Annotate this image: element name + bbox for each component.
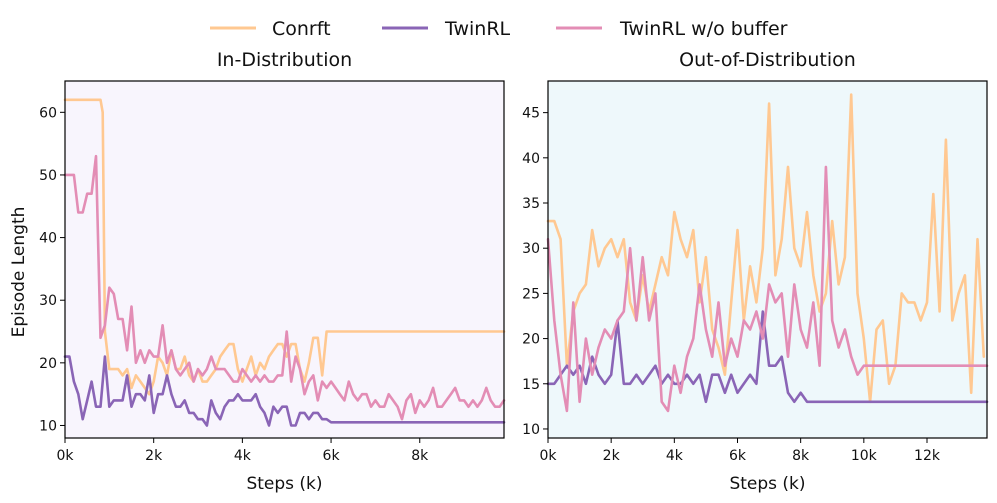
legend-label-twinrl-wo-buffer: TwinRL w/o buffer (619, 18, 788, 40)
panel-title-out-of-distribution: Out-of-Distribution (679, 49, 856, 71)
y-axis-label: Episode Length (9, 207, 29, 338)
x-tick-label: 0k (539, 448, 557, 464)
y-tick-label: 45 (522, 106, 540, 122)
x-tick-label: 4k (666, 448, 684, 464)
plot-frame-in-distribution (64, 80, 505, 439)
series-line-twinrl-w-o-buffer-in-distribution (63, 154, 506, 421)
x-axis-label-in-distribution: Steps (k) (246, 474, 322, 494)
x-tick-label: 2k (603, 448, 621, 464)
x-tick-label: 8k (411, 448, 429, 464)
panel-in-distribution: 0k 2k 4k 6k 8k 10 20 30 40 50 60 In-Distribution S… (39, 49, 506, 494)
x-tick-label: 2k (145, 448, 163, 464)
x-tick-label: 0k (56, 448, 74, 464)
y-tick-label: 20 (39, 356, 57, 372)
plot-frame-out-of-distribution (547, 80, 988, 439)
legend-label-twinrl: TwinRL (444, 18, 511, 40)
panel-out-of-distribution: 0k 2k 4k 6k 8k 10k 12k 10 15 20 25 30 35 40 45 Out-of-… (522, 49, 989, 494)
y-tick-label: 15 (522, 377, 540, 393)
y-tick-label: 40 (522, 151, 540, 167)
x-tick-label: 10k (851, 448, 878, 464)
legend: Conrft TwinRL TwinRL w/o buffer (210, 18, 788, 40)
x-tick-label: 12k (914, 448, 941, 464)
x-tick-label: 8k (792, 448, 810, 464)
y-tick-label: 60 (39, 105, 57, 121)
y-tick-label: 25 (522, 286, 540, 302)
series-line-twinrl-w-o-buffer-out-of-distribution (546, 165, 989, 413)
x-tick-label: 4k (234, 448, 252, 464)
series-line-conrft-out-of-distribution (546, 93, 986, 404)
x-axis-label-out-of-distribution: Steps (k) (729, 474, 805, 494)
series-line-twinrl-in-distribution (63, 355, 506, 427)
y-tick-label: 20 (522, 332, 540, 348)
x-tick-label: 6k (729, 448, 747, 464)
legend-label-conrft: Conrft (272, 18, 331, 40)
y-tick-label: 30 (39, 293, 57, 309)
y-tick-label: 30 (522, 241, 540, 257)
x-tick-label: 6k (323, 448, 341, 464)
y-tick-label: 40 (39, 231, 57, 247)
y-tick-label: 10 (39, 418, 57, 434)
y-tick-label: 50 (39, 168, 57, 184)
y-tick-label: 10 (522, 422, 540, 438)
panel-title-in-distribution: In-Distribution (217, 49, 352, 71)
y-tick-label: 35 (522, 196, 540, 212)
